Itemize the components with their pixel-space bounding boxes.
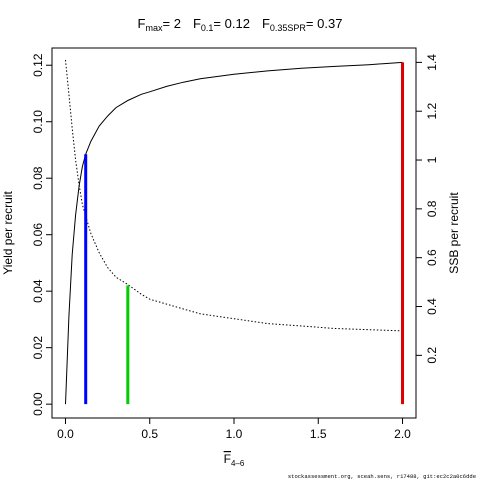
y-left-tick-label: 0.08: [31, 166, 45, 190]
y-right-tick-label: 1: [425, 156, 439, 163]
reference-lines: [84, 62, 405, 405]
x-tick-label: 0.5: [141, 427, 158, 441]
footer-caption: stockassessment.org, sceah.sens, r17488,…: [288, 473, 476, 480]
y-axis-left-label: Yield per recruit: [1, 191, 15, 275]
y-right-tick-label: 0.4: [425, 298, 439, 315]
title-fspr-value: = 0.37: [306, 16, 343, 31]
title-f01-value: = 0.12: [213, 16, 250, 31]
y-left-tick-label: 0.04: [31, 279, 45, 303]
series-layer: [65, 59, 403, 405]
title-fmax-value: = 2: [163, 16, 181, 31]
x-tick-label: 1.5: [310, 427, 327, 441]
title-fspr-subscript: 0.35SPR: [270, 23, 307, 33]
title-fmax-symbol: F: [138, 16, 146, 31]
y-right-tick-label: 0.8: [425, 200, 439, 217]
y-axis-left: 0.00 0.02 0.04 0.06 0.08 0.10 0.12: [31, 53, 52, 416]
y-right-tick-label: 0.2: [425, 347, 439, 364]
title-f01-symbol: F: [193, 16, 201, 31]
x-tick-label: 0.0: [57, 427, 74, 441]
y-left-tick-label: 0.12: [31, 53, 45, 77]
y-left-tick-label: 0.02: [31, 336, 45, 360]
y-right-tick-label: 1.4: [425, 54, 439, 71]
x-axis: 0.0 0.5 1.0 1.5 2.0: [57, 418, 411, 441]
y-axis-right: 0.2 0.4 0.6 0.8 1 1.2 1.4: [416, 54, 439, 364]
plot-frame: [51, 47, 417, 419]
ssb-per-recruit-line: [65, 59, 403, 332]
y-left-tick-label: 0.10: [31, 110, 45, 134]
x-axis-label-symbol: F: [224, 452, 231, 466]
x-axis-label-subscript: 4–6: [231, 459, 245, 468]
yield-per-recruit-line: [65, 61, 403, 405]
x-axis-label: F4–6: [224, 452, 245, 468]
x-tick-label: 2.0: [394, 427, 411, 441]
chart-title: Fmax= 2 F0.1= 0.12 F0.35SPR= 0.37: [138, 16, 343, 33]
y-right-tick-label: 1.2: [425, 103, 439, 120]
title-fspr-symbol: F: [262, 16, 270, 31]
y-right-tick-label: 0.6: [425, 249, 439, 266]
title-fmax-subscript: max: [146, 23, 164, 33]
y-axis-right-label: SSB per recruit: [447, 192, 461, 274]
title-f01-subscript: 0.1: [201, 23, 214, 33]
x-tick-label: 1.0: [226, 427, 243, 441]
y-left-tick-label: 0.06: [31, 223, 45, 247]
y-left-tick-label: 0.00: [31, 392, 45, 416]
